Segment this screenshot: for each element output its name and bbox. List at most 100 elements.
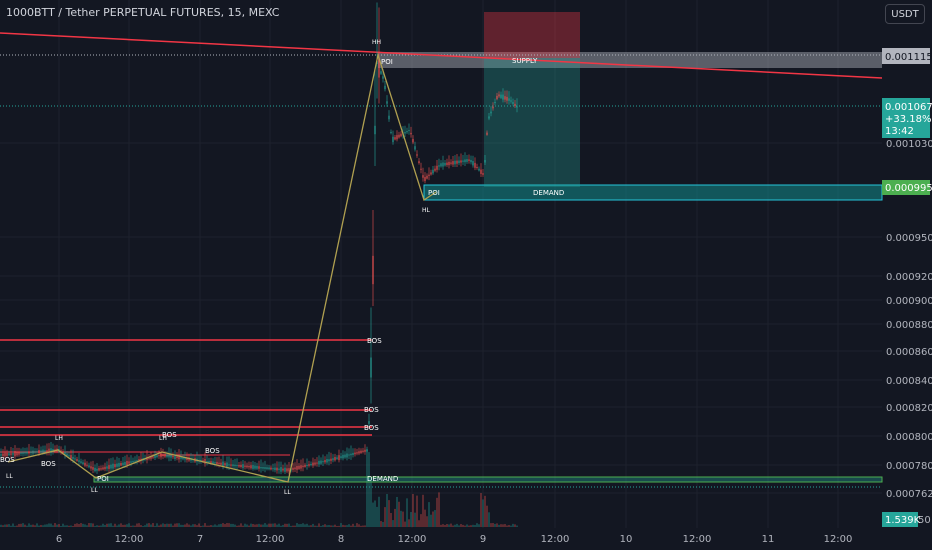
volume-bar — [182, 524, 184, 527]
volume-bar — [134, 525, 136, 527]
volume-bar — [46, 524, 48, 527]
candle-body — [270, 467, 272, 470]
candle-body — [240, 464, 242, 468]
candle-body — [394, 137, 396, 140]
volume-bar — [510, 525, 512, 527]
supply-zone — [378, 52, 882, 68]
volume-bar — [318, 523, 320, 527]
volume-bar — [324, 524, 326, 527]
candle-body — [62, 451, 64, 455]
candle-body — [208, 460, 210, 463]
trendline[interactable] — [0, 32, 883, 79]
candle-body — [174, 454, 176, 459]
candle-body — [486, 132, 488, 135]
candle-body — [116, 463, 118, 467]
volume-bar — [56, 524, 58, 527]
volume-bar — [144, 525, 146, 527]
volume-bar — [58, 524, 60, 527]
volume-bar — [226, 523, 228, 527]
label-demand: DEMAND — [533, 189, 564, 197]
time-tick: 12:00 — [115, 534, 144, 545]
candle-body — [70, 455, 72, 459]
volume-bar — [54, 523, 56, 527]
volume-bar — [348, 524, 350, 527]
candle-body — [110, 464, 112, 469]
candle-body — [380, 71, 382, 74]
volume-bar — [316, 525, 318, 527]
candle-body — [420, 168, 422, 170]
volume-bar — [456, 523, 458, 527]
volume-bar — [446, 523, 448, 527]
candle-body — [152, 456, 154, 458]
candle-body — [452, 161, 454, 165]
volume-bar — [234, 524, 236, 527]
currency-button[interactable]: USDT — [885, 4, 925, 24]
last-price-text: 0.0010673 — [885, 102, 932, 113]
candle-body — [310, 464, 312, 466]
supply-price-badge — [882, 48, 930, 64]
volume-bar — [178, 523, 180, 527]
volume-bar — [432, 511, 434, 527]
candle-body — [94, 467, 96, 472]
volume-bar — [298, 524, 300, 527]
candle-body — [504, 96, 506, 100]
volume-bar — [116, 525, 118, 527]
candle-body — [476, 166, 478, 169]
volume-bar — [70, 525, 72, 527]
candle-body — [388, 115, 390, 120]
candle-body — [234, 464, 236, 467]
volume-bar — [320, 525, 322, 527]
volume-bar — [292, 525, 294, 527]
candle-body — [330, 458, 332, 461]
candle-body — [40, 450, 42, 453]
volume-bar — [372, 502, 374, 527]
volume-bar — [282, 524, 284, 527]
candle-body — [442, 162, 444, 167]
volume-bar — [80, 523, 82, 527]
candle-body — [266, 467, 268, 470]
candle-body — [68, 455, 70, 457]
volume-bar — [272, 523, 274, 527]
volume-bar — [442, 524, 444, 527]
candle-body — [362, 450, 364, 452]
candle-body — [218, 462, 220, 465]
candle-body — [74, 458, 76, 460]
candle-body — [18, 452, 20, 455]
candle-body — [292, 467, 294, 470]
time-tick: 12:00 — [256, 534, 285, 545]
volume-bar — [464, 525, 466, 527]
volume-bar — [290, 525, 292, 527]
candle-body — [92, 467, 94, 470]
candle-body — [82, 462, 84, 464]
chart-grid — [0, 0, 882, 528]
candle-body — [430, 172, 432, 175]
candle-body — [318, 460, 320, 465]
candle-body — [8, 453, 10, 456]
time-tick: 12:00 — [824, 534, 853, 545]
volume-bar — [124, 524, 126, 527]
volume-bar — [28, 523, 30, 527]
volume-bar — [380, 521, 382, 527]
time-tick: 12:00 — [541, 534, 570, 545]
volume-bar — [308, 525, 310, 527]
candle-body — [226, 462, 228, 467]
label-supply: SUPPLY — [512, 57, 538, 65]
volume-bar — [486, 505, 488, 527]
volume-bar — [188, 524, 190, 527]
candle-body — [492, 106, 494, 109]
volume-bar — [50, 523, 52, 527]
candle-body — [296, 465, 298, 470]
candle-body — [382, 76, 384, 79]
time-axis[interactable]: 6 12:00 7 12:00 8 12:00 9 12:00 10 12:00 11 12:00 — [56, 534, 853, 545]
volume-bar — [364, 525, 366, 527]
volume-bar — [72, 525, 74, 527]
volume-bar — [204, 523, 206, 527]
volume-bar — [342, 524, 344, 527]
volume-bar — [36, 523, 38, 527]
volume-bar — [366, 449, 368, 527]
candle-body — [516, 106, 518, 108]
candle-body — [448, 161, 450, 166]
candle-body — [422, 175, 424, 178]
